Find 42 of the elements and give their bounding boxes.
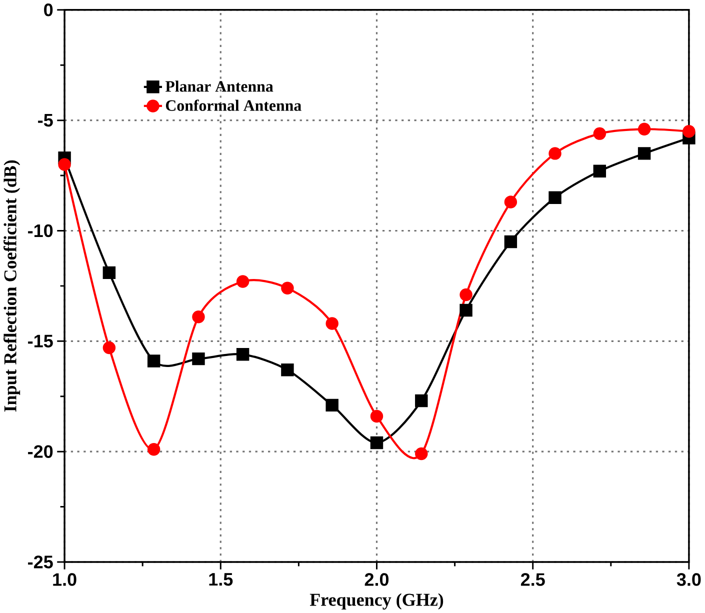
y-tick-label: -20 (28, 445, 53, 458)
point (504, 235, 518, 248)
point (102, 341, 116, 354)
x-tick-label: 2.5 (520, 573, 545, 586)
x-tick-label: 2.0 (364, 573, 389, 586)
y-tick-label: -15 (28, 334, 53, 348)
x-tick-label: 1.0 (53, 573, 76, 586)
point (281, 363, 294, 376)
y-tick-label: -5 (38, 114, 53, 127)
point (370, 436, 384, 450)
point (460, 288, 472, 302)
point (281, 282, 294, 294)
y-tick-label: -25 (28, 556, 53, 568)
point (102, 266, 116, 279)
point (638, 122, 651, 136)
point (192, 352, 205, 366)
legend-label: Planar Antenna (165, 80, 274, 92)
y-tick-label: 0 (44, 3, 53, 16)
point (58, 158, 71, 171)
point (415, 447, 428, 460)
point (638, 147, 651, 160)
point (460, 304, 472, 317)
point (593, 127, 606, 140)
y-tick-label: -10 (28, 224, 53, 238)
point (504, 196, 518, 208)
point (548, 147, 562, 160)
point (593, 164, 606, 178)
point (548, 191, 562, 204)
point (326, 398, 338, 412)
point (326, 317, 338, 330)
x-tick-label: 3.0 (676, 573, 701, 586)
point (370, 410, 384, 423)
point (415, 394, 428, 408)
y-axis-title: Input Reflection Coefficient (dB) (4, 160, 20, 412)
point (147, 354, 160, 368)
legend-label: Conformal Antenna (166, 100, 302, 111)
point (236, 275, 250, 288)
point (192, 310, 205, 324)
point (147, 442, 160, 456)
x-tick-label: 1.5 (209, 573, 233, 586)
x-axis-title: Frequency (GHz) (310, 593, 444, 610)
point (236, 348, 250, 361)
